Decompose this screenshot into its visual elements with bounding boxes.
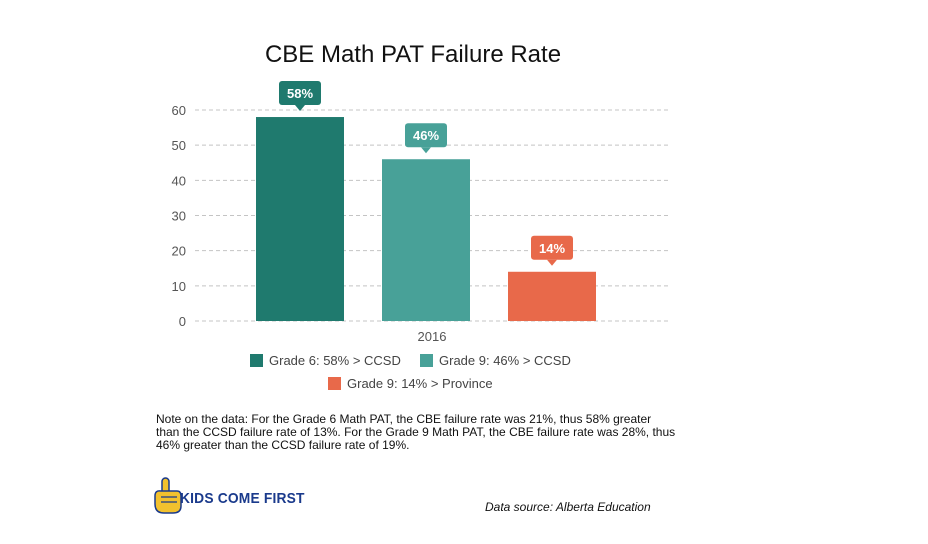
y-tick-label: 60 xyxy=(172,103,186,118)
legend-item: Grade 9: 14% > Province xyxy=(328,376,493,391)
logo-text: KIDS COME FIRST xyxy=(180,490,305,507)
legend: Grade 6: 58% > CCSD Grade 9: 46% > CCSD Gr… xyxy=(250,353,571,391)
data-label: 46% xyxy=(405,123,447,154)
data-label-text: 46% xyxy=(413,128,439,143)
legend-item: Grade 6: 58% > CCSD xyxy=(250,353,401,368)
legend-swatch xyxy=(328,377,341,390)
y-tick-label: 20 xyxy=(172,244,186,259)
data-label-box xyxy=(279,81,321,106)
data-label-box xyxy=(405,123,447,148)
bar xyxy=(256,117,344,322)
data-label-text: 58% xyxy=(287,86,313,101)
legend-swatch xyxy=(420,354,433,367)
data-labels: 58% 46% 14% xyxy=(279,81,573,266)
kids-come-first-logo: KIDS COME FIRST xyxy=(150,476,320,516)
data-label: 58% xyxy=(279,81,321,112)
x-tick-label: 2016 xyxy=(418,329,447,344)
bar xyxy=(382,159,470,321)
chart-title: CBE Math PAT Failure Rate xyxy=(265,41,561,68)
data-label: 14% xyxy=(531,235,573,266)
data-note: Note on the data: For the Grade 6 Math P… xyxy=(156,412,676,452)
legend-item: Grade 9: 46% > CCSD xyxy=(420,353,571,368)
y-tick-label: 10 xyxy=(172,279,186,294)
data-label-pointer xyxy=(295,105,305,112)
raised-finger-hand-icon xyxy=(154,477,182,514)
legend-label: Grade 9: 14% > Province xyxy=(347,376,493,391)
data-label-text: 14% xyxy=(539,241,565,256)
bars xyxy=(256,117,596,322)
y-tick-label: 40 xyxy=(172,173,186,188)
data-source: Data source: Alberta Education xyxy=(485,500,651,514)
bar xyxy=(508,271,596,321)
legend-label: Grade 6: 58% > CCSD xyxy=(269,353,401,368)
data-label-box xyxy=(531,235,573,260)
chart: CBE Math PAT Failure Rate 0 10 20 30 40 50 60 2… xyxy=(172,41,668,391)
data-label-pointer xyxy=(421,147,431,154)
legend-label: Grade 9: 46% > CCSD xyxy=(439,353,571,368)
data-label-pointer xyxy=(547,259,557,266)
y-tick-label: 30 xyxy=(172,209,186,224)
y-tick-label: 0 xyxy=(179,314,186,329)
y-tick-label: 50 xyxy=(172,138,186,153)
legend-swatch xyxy=(250,354,263,367)
